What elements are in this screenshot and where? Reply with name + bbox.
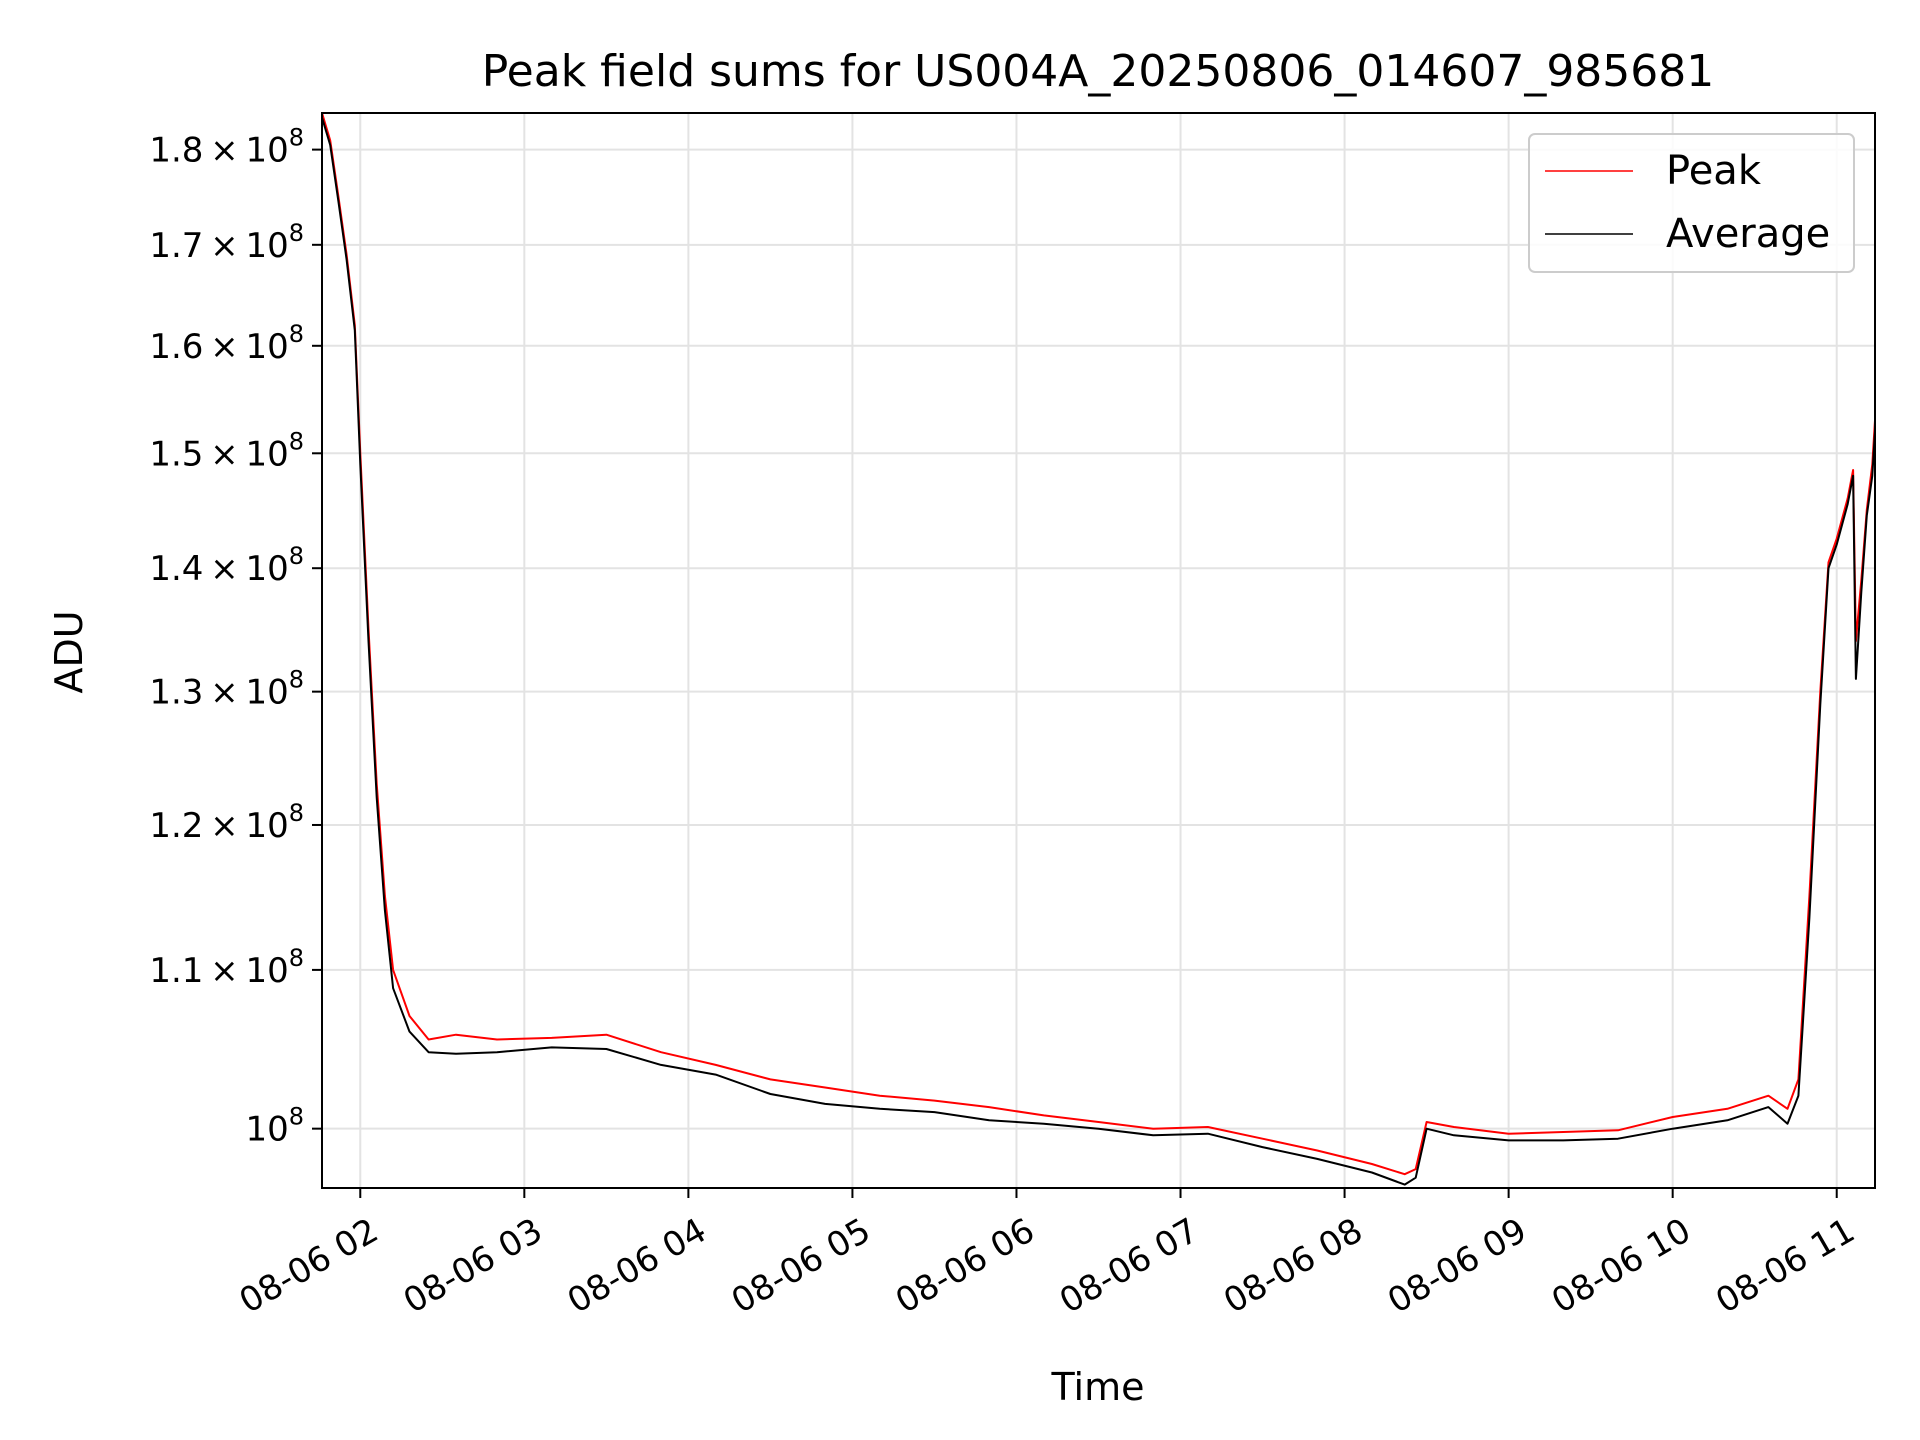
legend-box [1528,133,1855,273]
legend: Peak Average [1528,133,1855,273]
y-tick-label: 1.4 × 108 [149,542,304,589]
y-tick-label: 1.7 × 108 [149,219,304,266]
legend-label-average: Average [1666,211,1830,257]
y-axis-label: ADU [47,610,91,693]
y-tick-label: 1.8 × 108 [149,124,304,171]
chart-title: Peak field sums for US004A_20250806_0146… [482,46,1715,97]
plot-frame [321,112,1876,1189]
x-axis-label: Time [1051,1365,1145,1409]
series-line-average [322,117,1875,1186]
y-tick-label: 1.2 × 108 [149,799,304,846]
plot-area [322,113,1875,1186]
y-tick-label: 1.5 × 108 [149,427,304,474]
legend-label-peak: Peak [1666,148,1762,194]
y-tick-label: 1.6 × 108 [149,320,304,367]
y-tick-label: 1.3 × 108 [149,666,304,713]
y-tick-label: 1.1 × 108 [149,944,304,991]
